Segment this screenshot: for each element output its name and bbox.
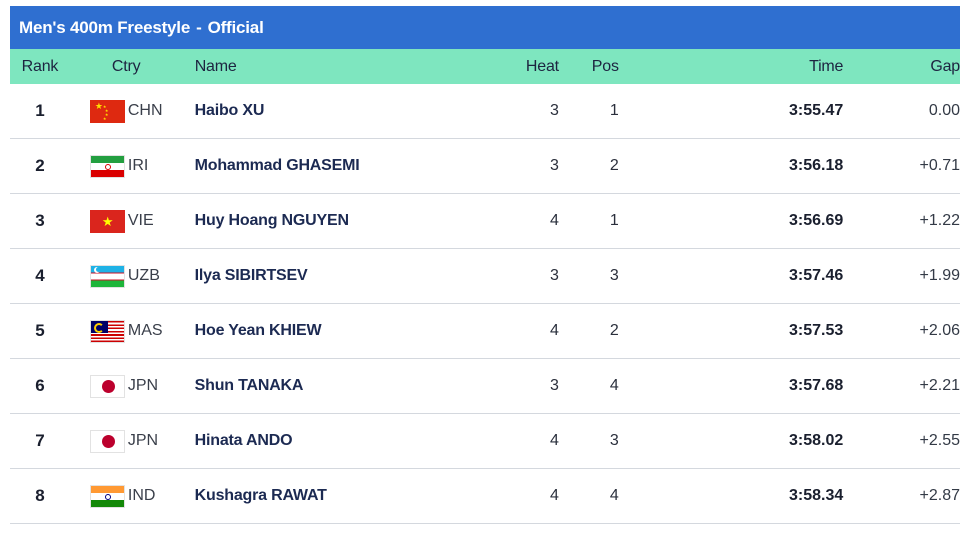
row-time: 3:58.02 — [789, 432, 844, 449]
row-pos: 2 — [609, 322, 619, 339]
row-heat: 4 — [549, 487, 559, 504]
row-pos: 3 — [609, 432, 619, 449]
row-gap: +1.99 — [919, 267, 960, 284]
india-flag-icon — [89, 484, 125, 508]
header-time: Time — [809, 57, 844, 75]
row-gap: +2.06 — [919, 322, 960, 339]
row-heat: 4 — [549, 432, 559, 449]
row-rank: 2 — [35, 156, 45, 175]
row-gap: +2.21 — [919, 377, 960, 394]
row-heat: 3 — [549, 157, 559, 174]
row-rank: 1 — [35, 101, 45, 120]
results-table: Men's 400m Freestyle - Official Rank Ctr… — [10, 6, 960, 524]
japan-flag-icon — [89, 429, 125, 453]
malaysia-flag-icon — [89, 319, 125, 343]
row-heat: 3 — [549, 267, 559, 284]
table-row[interactable]: 7 JPN Hinata ANDO 4 3 3:58.02 +2.55 — [10, 414, 960, 469]
row-pos: 1 — [609, 212, 619, 229]
row-heat: 4 — [549, 322, 559, 339]
uzbekistan-flag-icon — [89, 264, 125, 288]
row-time: 3:57.68 — [789, 377, 844, 394]
athlete-name[interactable]: Huy Hoang NGUYEN — [194, 212, 349, 229]
athlete-name[interactable]: Kushagra RAWAT — [194, 487, 327, 504]
row-pos: 1 — [609, 102, 619, 119]
country-code: JPN — [127, 377, 159, 394]
row-rank: 4 — [35, 266, 45, 285]
iran-flag-icon — [89, 154, 125, 178]
row-gap: 0.00 — [928, 102, 960, 119]
table-row[interactable]: 1 ★ ★ ★ ★ ★ CHN Haibo XU 3 1 3:55.47 0.00 — [10, 84, 960, 139]
table-row[interactable]: 8 IND Kushagra RAWAT 4 4 3:58.34 +2.87 — [10, 469, 960, 524]
header-pos: Pos — [591, 57, 619, 75]
row-rank: 6 — [35, 376, 45, 395]
country-code: JPN — [127, 432, 159, 449]
row-country: ★ ★ ★ ★ ★ CHN — [70, 99, 195, 123]
country-code: UZB — [127, 267, 160, 284]
row-heat: 3 — [549, 377, 559, 394]
table-row[interactable]: 4 UZB Ilya SIBIRTSEV 3 3 3:57.46 +1.99 — [10, 249, 960, 304]
header-gap: Gap — [930, 57, 960, 75]
row-time: 3:56.18 — [789, 157, 844, 174]
table-row[interactable]: 2 IRI Mohammad GHASEMI 3 2 3:56.18 +0.71 — [10, 139, 960, 194]
row-rank: 3 — [35, 211, 45, 230]
country-code: CHN — [127, 102, 163, 119]
row-country: JPN — [70, 374, 195, 398]
vietnam-flag-icon: ★ — [89, 209, 125, 233]
row-country: ★ VIE — [70, 209, 195, 233]
row-country: IND — [70, 484, 195, 508]
row-pos: 4 — [609, 487, 619, 504]
row-rank: 8 — [35, 486, 45, 505]
table-row[interactable]: 5 MAS Hoe Yean KHIEW 4 2 3:57.53 +2.06 — [10, 304, 960, 359]
header-name: Name — [194, 57, 237, 75]
china-flag-icon: ★ ★ ★ ★ ★ — [89, 99, 125, 123]
row-pos: 2 — [609, 157, 619, 174]
row-time: 3:57.46 — [789, 267, 844, 284]
header-ctry: Ctry — [111, 57, 141, 75]
row-time: 3:55.47 — [789, 102, 844, 119]
row-country: JPN — [70, 429, 195, 453]
row-time: 3:56.69 — [789, 212, 844, 229]
athlete-name[interactable]: Ilya SIBIRTSEV — [194, 267, 308, 284]
row-country: IRI — [70, 154, 195, 178]
row-gap: +2.55 — [919, 432, 960, 449]
row-time: 3:57.53 — [789, 322, 844, 339]
event-status: Official — [207, 17, 264, 37]
row-heat: 3 — [549, 102, 559, 119]
table-row[interactable]: 3 ★ VIE Huy Hoang NGUYEN 4 1 3:56.69 +1.… — [10, 194, 960, 249]
country-code: MAS — [127, 322, 163, 339]
country-code: VIE — [127, 212, 154, 229]
row-pos: 4 — [609, 377, 619, 394]
header-heat: Heat — [525, 57, 559, 75]
row-rank: 5 — [35, 321, 45, 340]
title-separator: - — [196, 17, 202, 37]
row-pos: 3 — [609, 267, 619, 284]
athlete-name[interactable]: Haibo XU — [194, 102, 265, 119]
table-row[interactable]: 6 JPN Shun TANAKA 3 4 3:57.68 +2.21 — [10, 359, 960, 414]
row-time: 3:58.34 — [789, 487, 844, 504]
row-country: MAS — [70, 319, 195, 343]
row-heat: 4 — [549, 212, 559, 229]
athlete-name[interactable]: Hinata ANDO — [194, 432, 293, 449]
athlete-name[interactable]: Shun TANAKA — [194, 377, 304, 394]
event-title-bar: Men's 400m Freestyle - Official — [10, 6, 960, 49]
table-header: Rank Ctry Name Heat Pos Time Gap — [10, 49, 960, 84]
row-rank: 7 — [35, 431, 45, 450]
row-gap: +0.71 — [919, 157, 960, 174]
athlete-name[interactable]: Hoe Yean KHIEW — [194, 322, 322, 339]
event-name: Men's 400m Freestyle — [19, 17, 191, 37]
row-country: UZB — [70, 264, 195, 288]
row-gap: +1.22 — [919, 212, 960, 229]
country-code: IRI — [127, 157, 149, 174]
country-code: IND — [127, 487, 156, 504]
athlete-name[interactable]: Mohammad GHASEMI — [194, 157, 360, 174]
row-gap: +2.87 — [919, 487, 960, 504]
header-rank: Rank — [21, 57, 59, 75]
japan-flag-icon — [89, 374, 125, 398]
